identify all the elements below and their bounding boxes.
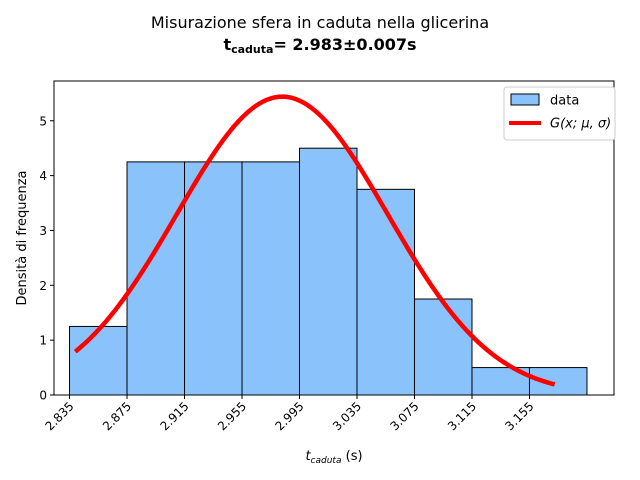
y-tick-label: 1 — [39, 334, 47, 348]
histogram-bar — [356, 188, 415, 396]
chart-subtitle: tcaduta= 2.983±0.007s — [0, 35, 640, 56]
x-tick-label: 3.035 — [330, 399, 364, 433]
subtitle-value: = 2.983±0.007s — [273, 35, 417, 54]
histogram-bar — [299, 147, 358, 396]
histogram-bar — [184, 161, 243, 396]
x-axis-ticks: 2.835 2.875 2.915 2.955 2.995 3.035 3.075 3.115… — [42, 395, 537, 433]
xlabel-symbol: t — [305, 449, 311, 464]
xlabel-subscript: caduta — [311, 456, 342, 466]
x-tick-label: 3.115 — [445, 399, 479, 433]
chart-title: Misurazione sfera in caduta nella glicer… — [150, 13, 490, 32]
legend-label-fit: G(x; μ, σ) — [550, 117, 611, 132]
x-tick-label: 2.915 — [157, 399, 191, 433]
y-tick-label: 4 — [39, 169, 47, 183]
subtitle-symbol: t — [223, 35, 232, 54]
legend-label-data: data — [550, 94, 579, 109]
fit-line-group — [73, 94, 556, 387]
subtitle-subscript: caduta — [231, 43, 274, 56]
xlabel-unit: (s) — [341, 449, 362, 464]
histogram-bar — [413, 298, 473, 396]
bars-group — [69, 147, 588, 396]
histogram-bar — [241, 161, 301, 396]
x-tick-label: 3.075 — [387, 399, 421, 433]
y-tick-label: 2 — [39, 279, 47, 293]
legend: data G(x; μ, σ) — [503, 86, 616, 141]
y-axis-label: Densità di frequenza — [15, 171, 30, 306]
x-tick-label: 3.155 — [502, 399, 536, 433]
histogram-bar — [69, 325, 128, 396]
gaussian-fit-line — [73, 94, 556, 387]
y-tick-label: 5 — [39, 114, 47, 128]
legend-bar-swatch — [510, 93, 540, 106]
y-tick-label: 0 — [39, 389, 47, 403]
y-tick-label: 3 — [39, 224, 47, 238]
x-tick-label: 2.835 — [42, 399, 76, 433]
plot-frame — [53, 80, 615, 396]
y-axis-ticks: 0 1 2 3 4 5 — [39, 114, 54, 403]
x-tick-label: 2.955 — [215, 399, 249, 433]
x-tick-label: 2.995 — [272, 399, 306, 433]
x-tick-label: 2.875 — [100, 399, 134, 433]
x-axis-label: tcaduta (s) — [305, 449, 362, 466]
